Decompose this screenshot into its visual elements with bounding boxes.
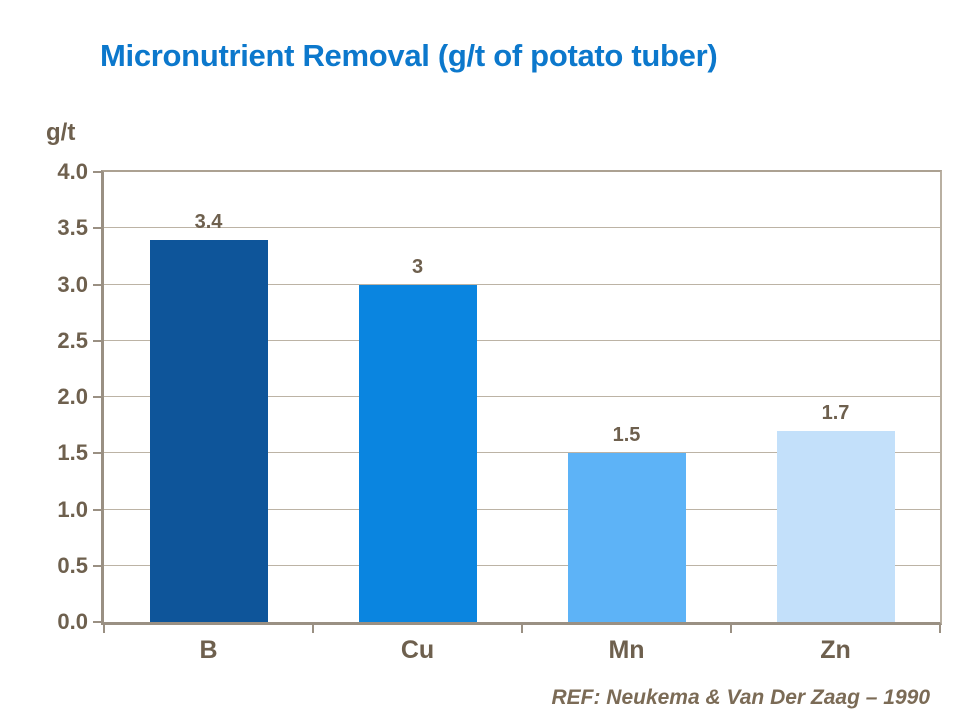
gridline (104, 564, 940, 566)
y-tick-label-0.5: 0.5 (57, 552, 88, 578)
y-tick-label-1.0: 1.0 (57, 496, 88, 522)
chart-title: Micronutrient Removal (g/t of potato tub… (100, 38, 718, 73)
y-axis-unit-label: g/t (46, 119, 76, 146)
category-label-B: B (199, 636, 218, 664)
y-tick-label-2.0: 2.0 (57, 384, 88, 409)
gridline (104, 508, 940, 510)
value-label-Mn: 1.5 (612, 424, 641, 447)
value-label-Zn: 1.7 (821, 401, 850, 424)
y-tick-label-2.5: 2.5 (57, 327, 88, 353)
category-label-Mn: Mn (608, 636, 645, 664)
y-tick-label-0.0: 0.0 (57, 609, 88, 634)
value-label-B: 3.4 (194, 210, 223, 233)
y-tick-mark (93, 564, 103, 567)
gridline (104, 396, 940, 397)
y-tick-label-4.0: 4.0 (57, 159, 88, 184)
category-label-Zn: Zn (820, 636, 851, 664)
y-tick-mark (93, 508, 103, 511)
x-tick-mark (521, 625, 523, 633)
gridline (104, 339, 940, 341)
x-tick-mark (312, 625, 314, 633)
bar-Cu (358, 284, 477, 622)
reference-citation: REF: Neukema & Van Der Zaag – 1990 (551, 686, 930, 709)
y-tick-mark (93, 171, 103, 173)
x-tick-mark (730, 625, 732, 633)
y-tick-label-3.0: 3.0 (57, 271, 88, 297)
gridline (104, 283, 940, 285)
y-tick-mark (93, 396, 103, 398)
plot-area: 3.4 3 1.5 1.7 (101, 170, 942, 625)
y-tick-label-1.5: 1.5 (57, 440, 88, 466)
y-tick-mark (93, 339, 103, 342)
x-tick-mark (939, 625, 941, 633)
y-tick-mark (93, 283, 103, 286)
category-label-Cu: Cu (400, 636, 435, 664)
y-tick-label-3.5: 3.5 (57, 215, 88, 241)
bar-B (149, 239, 268, 622)
y-tick-mark (93, 621, 103, 623)
x-tick-mark (103, 625, 105, 633)
bar-Mn (567, 453, 686, 622)
gridline (104, 227, 940, 229)
gridline (104, 452, 940, 454)
bar-Zn (776, 430, 895, 622)
value-label-Cu: 3 (411, 255, 424, 278)
y-tick-mark (93, 227, 103, 230)
y-tick-mark (93, 452, 103, 455)
